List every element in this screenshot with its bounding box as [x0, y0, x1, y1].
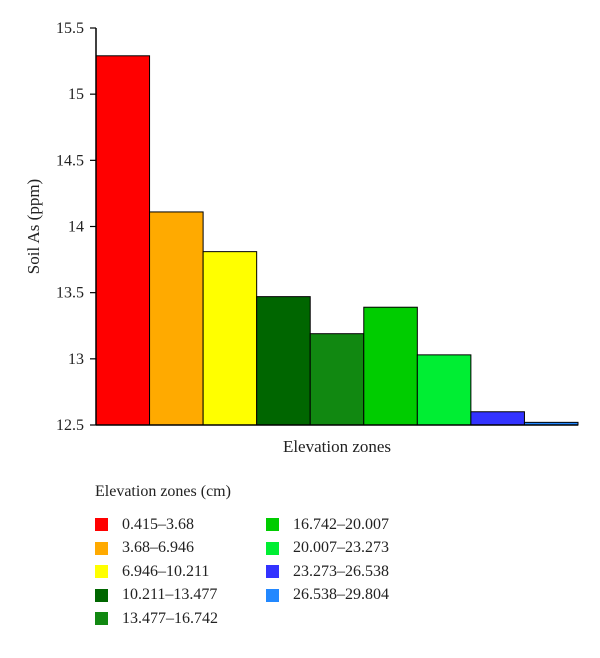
legend-swatch	[266, 588, 279, 602]
y-tick-label: 13	[68, 351, 84, 368]
legend-label: 13.477–16.742	[122, 609, 218, 627]
legend-label: 23.273–26.538	[293, 562, 389, 580]
bar	[309, 333, 365, 426]
bar	[256, 296, 311, 426]
legend-swatch	[95, 518, 108, 532]
legend-label: 3.68–6.946	[122, 539, 194, 557]
legend-label: 10.211–13.477	[122, 586, 218, 604]
bar	[95, 55, 151, 426]
bars-group	[95, 55, 579, 426]
bar	[363, 306, 418, 426]
bar	[202, 251, 258, 426]
legend-swatch	[266, 518, 279, 532]
legend-item: 16.742–20.007	[266, 513, 389, 537]
y-tick-label: 12.5	[56, 417, 84, 434]
legend-item: 23.273–26.538	[266, 560, 389, 584]
legend-label: 16.742–20.007	[293, 515, 389, 533]
legend-label: 0.415–3.68	[122, 515, 194, 533]
legend-swatch	[95, 612, 108, 626]
legend-swatch	[95, 588, 108, 602]
y-axis-ticks: 12.5 13 13.5 14 14.5 15 15.5	[56, 20, 96, 434]
legend-title: Elevation zones (cm)	[95, 483, 231, 500]
legend: Elevation zones (cm) 0.415–3.68 3.68–6.9…	[95, 483, 535, 631]
y-axis-title: Soil As (ppm)	[24, 179, 43, 274]
legend-column-right: 16.742–20.007 20.007–23.273 23.273–26.53…	[266, 513, 389, 631]
legend-item: 10.211–13.477	[95, 584, 218, 608]
legend-label: 6.946–10.211	[122, 562, 210, 580]
legend-swatch	[266, 541, 279, 555]
legend-item: 3.68–6.946	[95, 537, 218, 561]
bar-chart: 12.5 13 13.5 14 14.5 15 15.5 Elevation zones S…	[24, 20, 579, 456]
bar	[416, 354, 472, 426]
legend-item: 26.538–29.804	[266, 584, 389, 608]
legend-label: 20.007–23.273	[293, 539, 389, 557]
legend-item: 6.946–10.211	[95, 560, 218, 584]
bar	[149, 211, 204, 426]
legend-item: 0.415–3.68	[95, 513, 218, 537]
legend-item: 20.007–23.273	[266, 537, 389, 561]
y-tick-label: 15.5	[56, 20, 84, 37]
y-tick-label: 14.5	[56, 152, 84, 169]
legend-swatch	[95, 541, 108, 555]
y-tick-label: 14	[68, 219, 84, 236]
legend-label: 26.538–29.804	[293, 586, 389, 604]
bar	[470, 411, 525, 426]
legend-item: 13.477–16.742	[95, 607, 218, 631]
y-tick-label: 15	[68, 86, 84, 103]
legend-swatch	[266, 565, 279, 579]
legend-column-left: 0.415–3.68 3.68–6.946 6.946–10.211 10.21…	[95, 513, 218, 631]
legend-swatch	[95, 565, 108, 579]
y-tick-label: 13.5	[56, 285, 84, 302]
x-axis-title: Elevation zones	[283, 437, 391, 456]
